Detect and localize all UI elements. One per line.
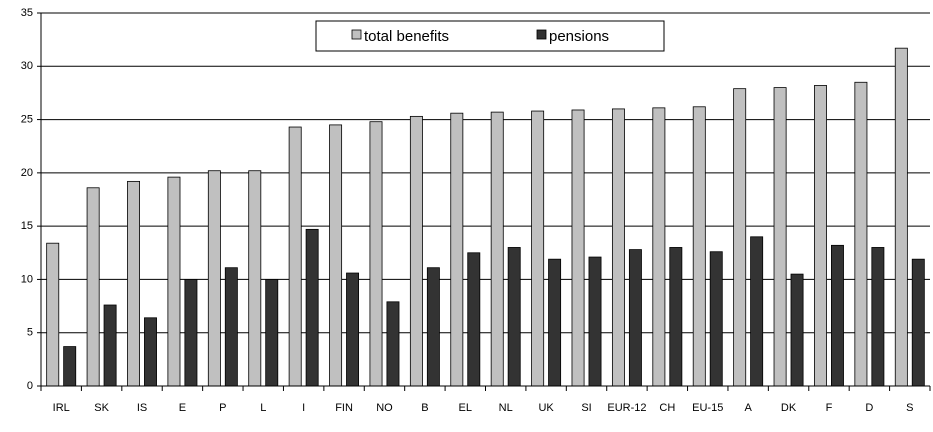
x-tick-label: DK bbox=[781, 402, 797, 414]
bar bbox=[426, 267, 440, 387]
legend-label: total benefits bbox=[364, 28, 449, 45]
x-tick-label: EU-15 bbox=[692, 402, 723, 414]
bar bbox=[588, 256, 602, 387]
x-tick-label: CH bbox=[659, 402, 675, 414]
x-tick-label: F bbox=[826, 402, 833, 414]
bar bbox=[790, 273, 804, 387]
bar bbox=[507, 247, 521, 387]
bar bbox=[692, 106, 706, 387]
bar bbox=[329, 124, 343, 387]
bar bbox=[63, 346, 77, 387]
bar bbox=[773, 87, 787, 387]
y-tick-label: 0 bbox=[27, 380, 33, 392]
legend-label: pensions bbox=[549, 28, 609, 45]
x-tick-label: I bbox=[302, 402, 305, 414]
bar bbox=[669, 247, 683, 387]
bar bbox=[571, 109, 585, 387]
legend-box bbox=[315, 20, 665, 52]
x-tick-label: EL bbox=[459, 402, 472, 414]
bar bbox=[871, 247, 885, 387]
bar bbox=[248, 170, 262, 387]
bar bbox=[184, 279, 198, 387]
bar bbox=[386, 301, 400, 387]
legend-swatch bbox=[536, 29, 547, 40]
x-tick-label: B bbox=[421, 402, 428, 414]
x-tick-label: SI bbox=[581, 402, 591, 414]
y-tick-label: 35 bbox=[21, 7, 33, 19]
bar bbox=[224, 267, 238, 387]
bar bbox=[127, 180, 140, 387]
bar bbox=[167, 176, 181, 387]
x-tick-label: E bbox=[179, 402, 186, 414]
x-tick-label: IRL bbox=[53, 402, 70, 414]
bar bbox=[911, 258, 925, 387]
bar bbox=[831, 244, 844, 387]
bar bbox=[409, 115, 423, 387]
bar bbox=[144, 317, 157, 387]
y-tick-label: 5 bbox=[27, 327, 33, 339]
x-tick-label: P bbox=[219, 402, 226, 414]
x-tick-label: IS bbox=[137, 402, 147, 414]
bar bbox=[611, 108, 625, 387]
bar bbox=[346, 272, 360, 387]
y-tick-label: 25 bbox=[21, 113, 33, 125]
x-tick-label: L bbox=[260, 402, 266, 414]
bar bbox=[369, 121, 383, 387]
bar bbox=[628, 249, 642, 387]
x-tick-label: SK bbox=[94, 402, 109, 414]
bar bbox=[854, 81, 868, 387]
y-tick-label: 20 bbox=[21, 167, 33, 179]
y-tick-label: 15 bbox=[21, 220, 33, 232]
bar bbox=[548, 258, 562, 387]
x-tick-label: UK bbox=[538, 402, 554, 414]
bar bbox=[490, 111, 504, 387]
bar bbox=[652, 107, 666, 387]
x-tick-label: S bbox=[906, 402, 913, 414]
bar bbox=[46, 242, 60, 387]
bar bbox=[750, 236, 764, 387]
legend: total benefits pensions bbox=[315, 20, 665, 52]
bar bbox=[709, 251, 723, 387]
bar bbox=[467, 252, 481, 387]
bar bbox=[265, 279, 279, 387]
bar bbox=[450, 112, 464, 387]
x-tick-label: D bbox=[865, 402, 873, 414]
bar bbox=[207, 170, 221, 387]
bar bbox=[103, 304, 117, 387]
bar bbox=[894, 47, 908, 387]
x-tick-label: A bbox=[744, 402, 752, 414]
bar bbox=[733, 88, 747, 387]
bar bbox=[305, 228, 319, 387]
bar bbox=[531, 110, 545, 387]
x-tick-label: FIN bbox=[335, 402, 353, 414]
x-tick-label: NO bbox=[376, 402, 393, 414]
bar bbox=[86, 187, 100, 387]
x-tick-label: EUR-12 bbox=[607, 402, 646, 414]
y-tick-label: 30 bbox=[21, 60, 33, 72]
x-tick-label: NL bbox=[499, 402, 513, 414]
y-tick-label: 10 bbox=[21, 273, 33, 285]
bar bbox=[814, 85, 827, 387]
legend-swatch bbox=[351, 29, 362, 40]
bar bbox=[288, 126, 302, 387]
